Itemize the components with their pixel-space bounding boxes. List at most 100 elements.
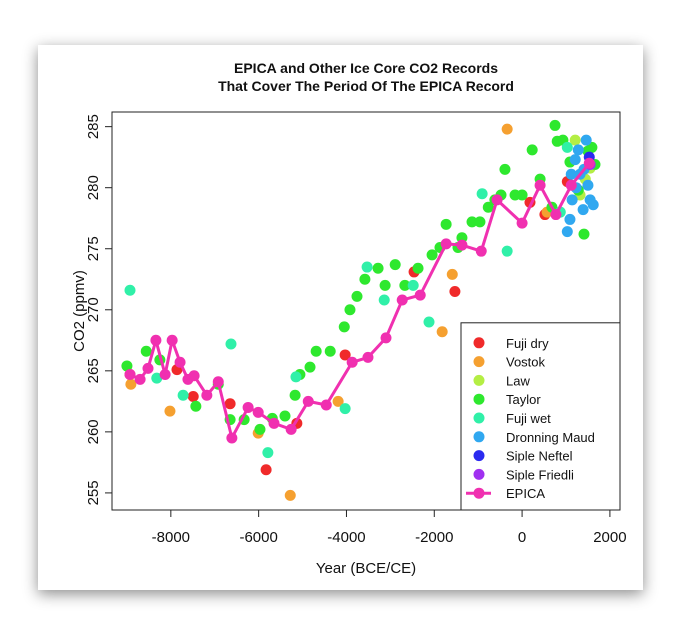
data-point	[279, 410, 291, 422]
data-point	[380, 332, 392, 344]
x-axis-label: Year (BCE/CE)	[316, 560, 416, 577]
data-point	[339, 403, 351, 415]
data-point	[491, 194, 503, 206]
data-point	[125, 378, 137, 390]
data-point	[475, 245, 487, 257]
data-point	[124, 368, 136, 380]
y-axis-label: CO2 (ppmv)	[71, 270, 88, 352]
data-point	[474, 216, 486, 228]
data-point	[569, 134, 581, 146]
data-point	[578, 228, 590, 240]
chart-title: That Cover The Period Of The EPICA Recor…	[218, 78, 514, 94]
data-point	[224, 398, 236, 410]
legend-marker	[473, 468, 485, 480]
legend-label: Siple Neftel	[506, 449, 573, 464]
data-point	[561, 141, 573, 153]
legend-marker	[473, 487, 485, 499]
x-tick-label: -8000	[152, 529, 190, 546]
data-point	[580, 134, 592, 146]
data-point	[359, 273, 371, 285]
data-point	[396, 294, 408, 306]
data-point	[290, 371, 302, 383]
data-point	[482, 201, 494, 213]
data-point	[561, 226, 573, 238]
data-point	[289, 389, 301, 401]
y-tick-label: 265	[85, 358, 102, 383]
y-tick-label: 285	[85, 114, 102, 139]
data-point	[378, 294, 390, 306]
data-point	[346, 356, 358, 368]
x-tick-label: -6000	[239, 529, 277, 546]
data-point	[262, 447, 274, 459]
data-point	[151, 372, 163, 384]
legend-label: Dronning Maud	[506, 430, 595, 445]
data-point	[268, 417, 280, 429]
data-point	[140, 345, 152, 357]
x-tick-label: -4000	[327, 529, 365, 546]
data-point	[449, 285, 461, 297]
data-point	[423, 316, 435, 328]
x-tick-label: 2000	[593, 529, 626, 546]
data-point	[362, 351, 374, 363]
data-point	[501, 245, 513, 257]
data-point	[534, 179, 546, 191]
data-point	[124, 284, 136, 296]
data-point	[187, 390, 199, 402]
data-point	[302, 395, 314, 407]
data-point	[426, 249, 438, 261]
legend-label: Fuji wet	[506, 411, 551, 426]
data-point	[566, 194, 578, 206]
data-point	[414, 289, 426, 301]
data-point	[188, 370, 200, 382]
data-point	[565, 179, 577, 191]
legend-label: EPICA	[506, 486, 545, 501]
data-point	[456, 239, 468, 251]
legend-label: Fuji dry	[506, 336, 549, 351]
y-tick-label: 255	[85, 480, 102, 505]
data-point	[166, 334, 178, 346]
data-point	[252, 406, 264, 418]
y-tick-label: 280	[85, 175, 102, 200]
data-point	[549, 119, 561, 131]
data-point	[389, 259, 401, 271]
data-point	[361, 261, 373, 273]
data-point	[177, 389, 189, 401]
data-point	[440, 218, 452, 230]
data-point	[499, 163, 511, 175]
data-point	[550, 209, 562, 221]
data-point	[190, 400, 202, 412]
data-point	[569, 154, 581, 166]
data-point	[310, 345, 322, 357]
data-point	[587, 199, 599, 211]
data-point	[516, 217, 528, 229]
data-point	[150, 334, 162, 346]
data-point	[407, 279, 419, 291]
data-point	[564, 213, 576, 225]
data-point	[121, 360, 133, 372]
data-point	[338, 321, 350, 333]
data-point	[254, 423, 266, 435]
legend-label: Vostok	[506, 355, 546, 370]
data-point	[583, 157, 595, 169]
legend-marker	[473, 356, 485, 368]
data-point	[516, 189, 528, 201]
legend-marker	[473, 393, 485, 405]
data-point	[164, 405, 176, 417]
data-point	[212, 376, 224, 388]
data-point	[332, 395, 344, 407]
data-point	[174, 356, 186, 368]
data-point	[344, 304, 356, 316]
data-point	[225, 338, 237, 350]
data-point	[440, 238, 452, 250]
data-point	[446, 268, 458, 280]
legend-marker	[473, 412, 485, 424]
data-point	[324, 345, 336, 357]
data-point	[379, 279, 391, 291]
legend-label: Law	[506, 373, 530, 388]
data-point	[142, 362, 154, 374]
data-point	[582, 179, 594, 191]
x-tick-label: 0	[518, 529, 526, 546]
legend-label: Taylor	[506, 392, 541, 407]
